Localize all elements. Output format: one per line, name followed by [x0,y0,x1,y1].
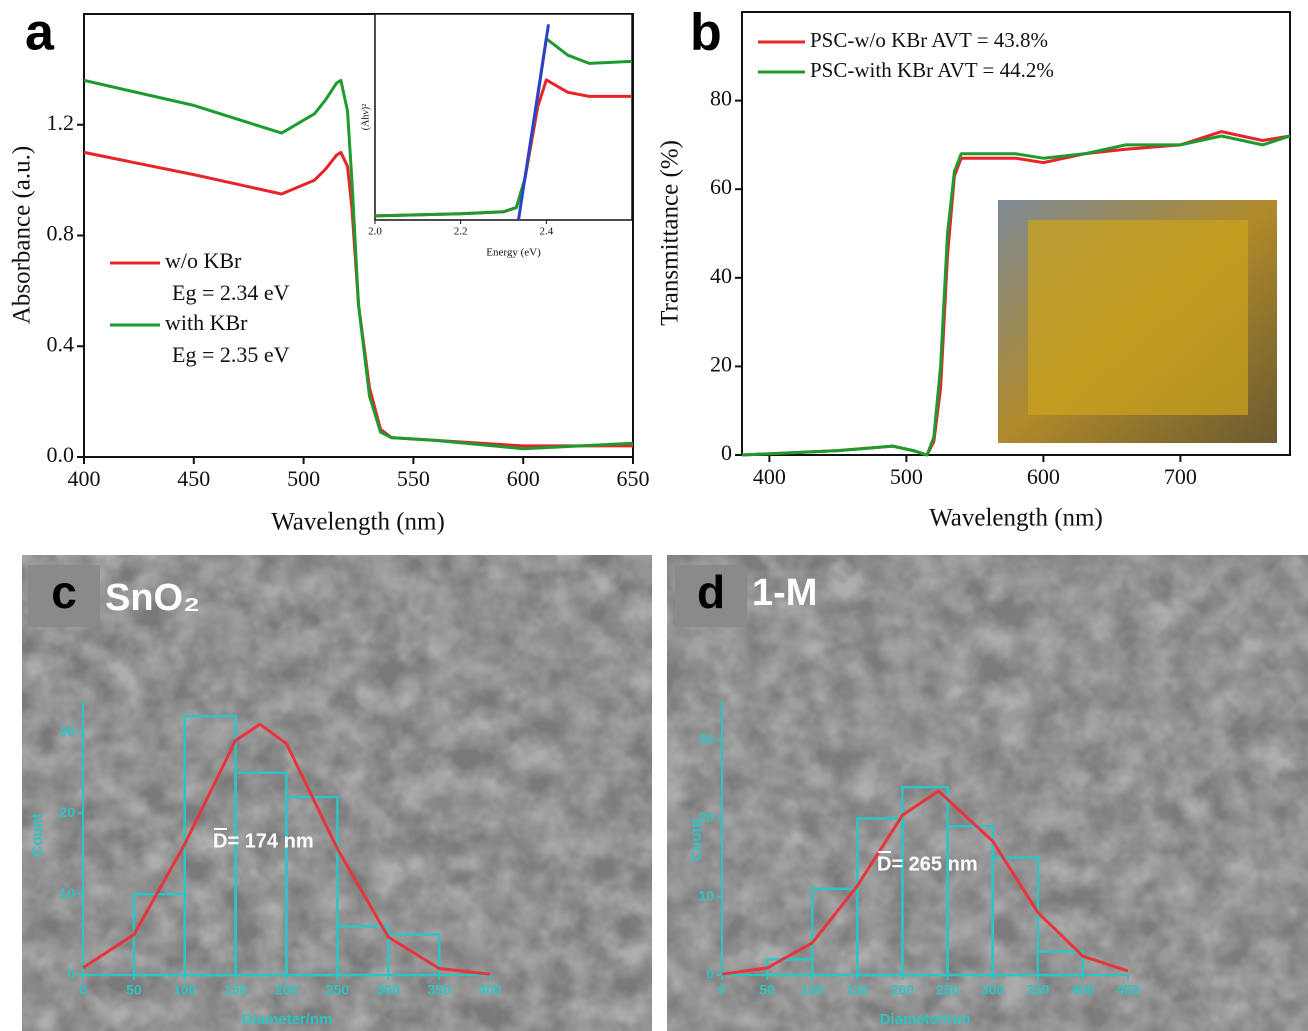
inset-x-tick-label: 2.2 [454,226,468,238]
legend-note: Eg = 2.34 eV [172,280,290,305]
y-tick-label: 0.4 [47,331,75,356]
panel-letter: d [697,566,725,618]
x-tick-label: 50 [126,982,142,998]
x-tick-label: 0 [718,982,726,998]
y-tick-label: 30 [59,723,75,739]
y-axis-label: Count [688,818,705,861]
x-tick-label: 400 [753,464,786,489]
x-tick-label: 250 [326,982,350,998]
legend-label: with KBr [165,310,248,335]
x-tick-label: 400 [1071,982,1095,998]
inset-y-label: (Ahν)² [360,104,371,130]
x-tick-label: 150 [846,982,870,998]
inset-x-tick-label: 2.0 [368,226,382,238]
legend-label: PSC-w/o KBr AVT = 43.8% [810,28,1048,52]
mean-diameter: D= 265 nm [877,853,978,875]
device-photo [998,200,1277,443]
x-tick-label: 150 [224,982,248,998]
legend-note: Eg = 2.35 eV [172,342,290,367]
y-tick-label: 10 [59,885,75,901]
x-tick-label: 500 [287,466,320,491]
figure: 4004505005506006500.00.40.81.2Wavelength… [0,0,1308,1031]
x-axis-label: Diameter/nm [242,1011,333,1028]
x-tick-label: 0 [79,982,87,998]
x-tick-label: 600 [507,466,540,491]
legend-label: w/o KBr [165,248,242,273]
x-tick-label: 100 [173,982,197,998]
y-tick-label: 20 [59,804,75,820]
y-tick-label: 20 [710,351,732,376]
x-axis-label: Wavelength (nm) [271,509,445,536]
x-tick-label: 350 [427,982,451,998]
y-tick-label: 10 [698,887,714,903]
y-tick-label: 0 [706,966,714,982]
inset-x-tick-label: 2.4 [539,226,553,238]
x-tick-label: 500 [890,464,923,489]
y-tick-label: 30 [698,731,714,747]
sem-image-d [667,555,1308,1031]
x-tick-label: 450 [1116,982,1140,998]
x-tick-label: 600 [1027,464,1060,489]
panel-letter: c [51,566,77,618]
x-tick-label: 300 [377,982,401,998]
x-tick-label: 700 [1164,464,1197,489]
y-tick-label: 0.8 [47,221,75,246]
x-tick-label: 250 [936,982,960,998]
inset-x-label: Energy (eV) [486,247,541,259]
y-tick-label: 40 [710,263,732,288]
y-axis-label: Absorbance (a.u.) [9,146,36,324]
legend-label: PSC-with KBr AVT = 44.2% [810,58,1054,82]
x-tick-label: 350 [1026,982,1050,998]
x-tick-label: 100 [801,982,825,998]
inset-frame [375,14,632,220]
y-tick-label: 60 [710,174,732,199]
x-tick-label: 200 [275,982,299,998]
y-tick-label: 0 [67,966,75,982]
x-axis-label: Diameter/nm [880,1011,971,1028]
panel-letter: a [25,4,55,62]
x-tick-label: 300 [981,982,1005,998]
x-tick-label: 50 [759,982,775,998]
x-axis-label: Wavelength (nm) [929,505,1103,532]
y-tick-label: 1.2 [47,110,75,135]
x-tick-label: 450 [177,466,210,491]
y-axis-label: Transmittance (%) [657,140,684,326]
panel-title: 1-M [752,572,817,614]
panel-title: SnO₂ [105,577,200,619]
x-tick-label: 400 [478,982,502,998]
mean-diameter: D= 174 nm [213,830,314,852]
panel-letter: b [690,4,722,62]
y-tick-label: 80 [710,86,732,111]
y-tick-label: 0 [721,440,732,465]
y-tick-label: 0.0 [47,442,75,467]
x-tick-label: 400 [68,466,101,491]
x-tick-label: 200 [891,982,915,998]
x-tick-label: 650 [617,466,650,491]
x-tick-label: 550 [397,466,430,491]
y-axis-label: Count [29,813,46,856]
